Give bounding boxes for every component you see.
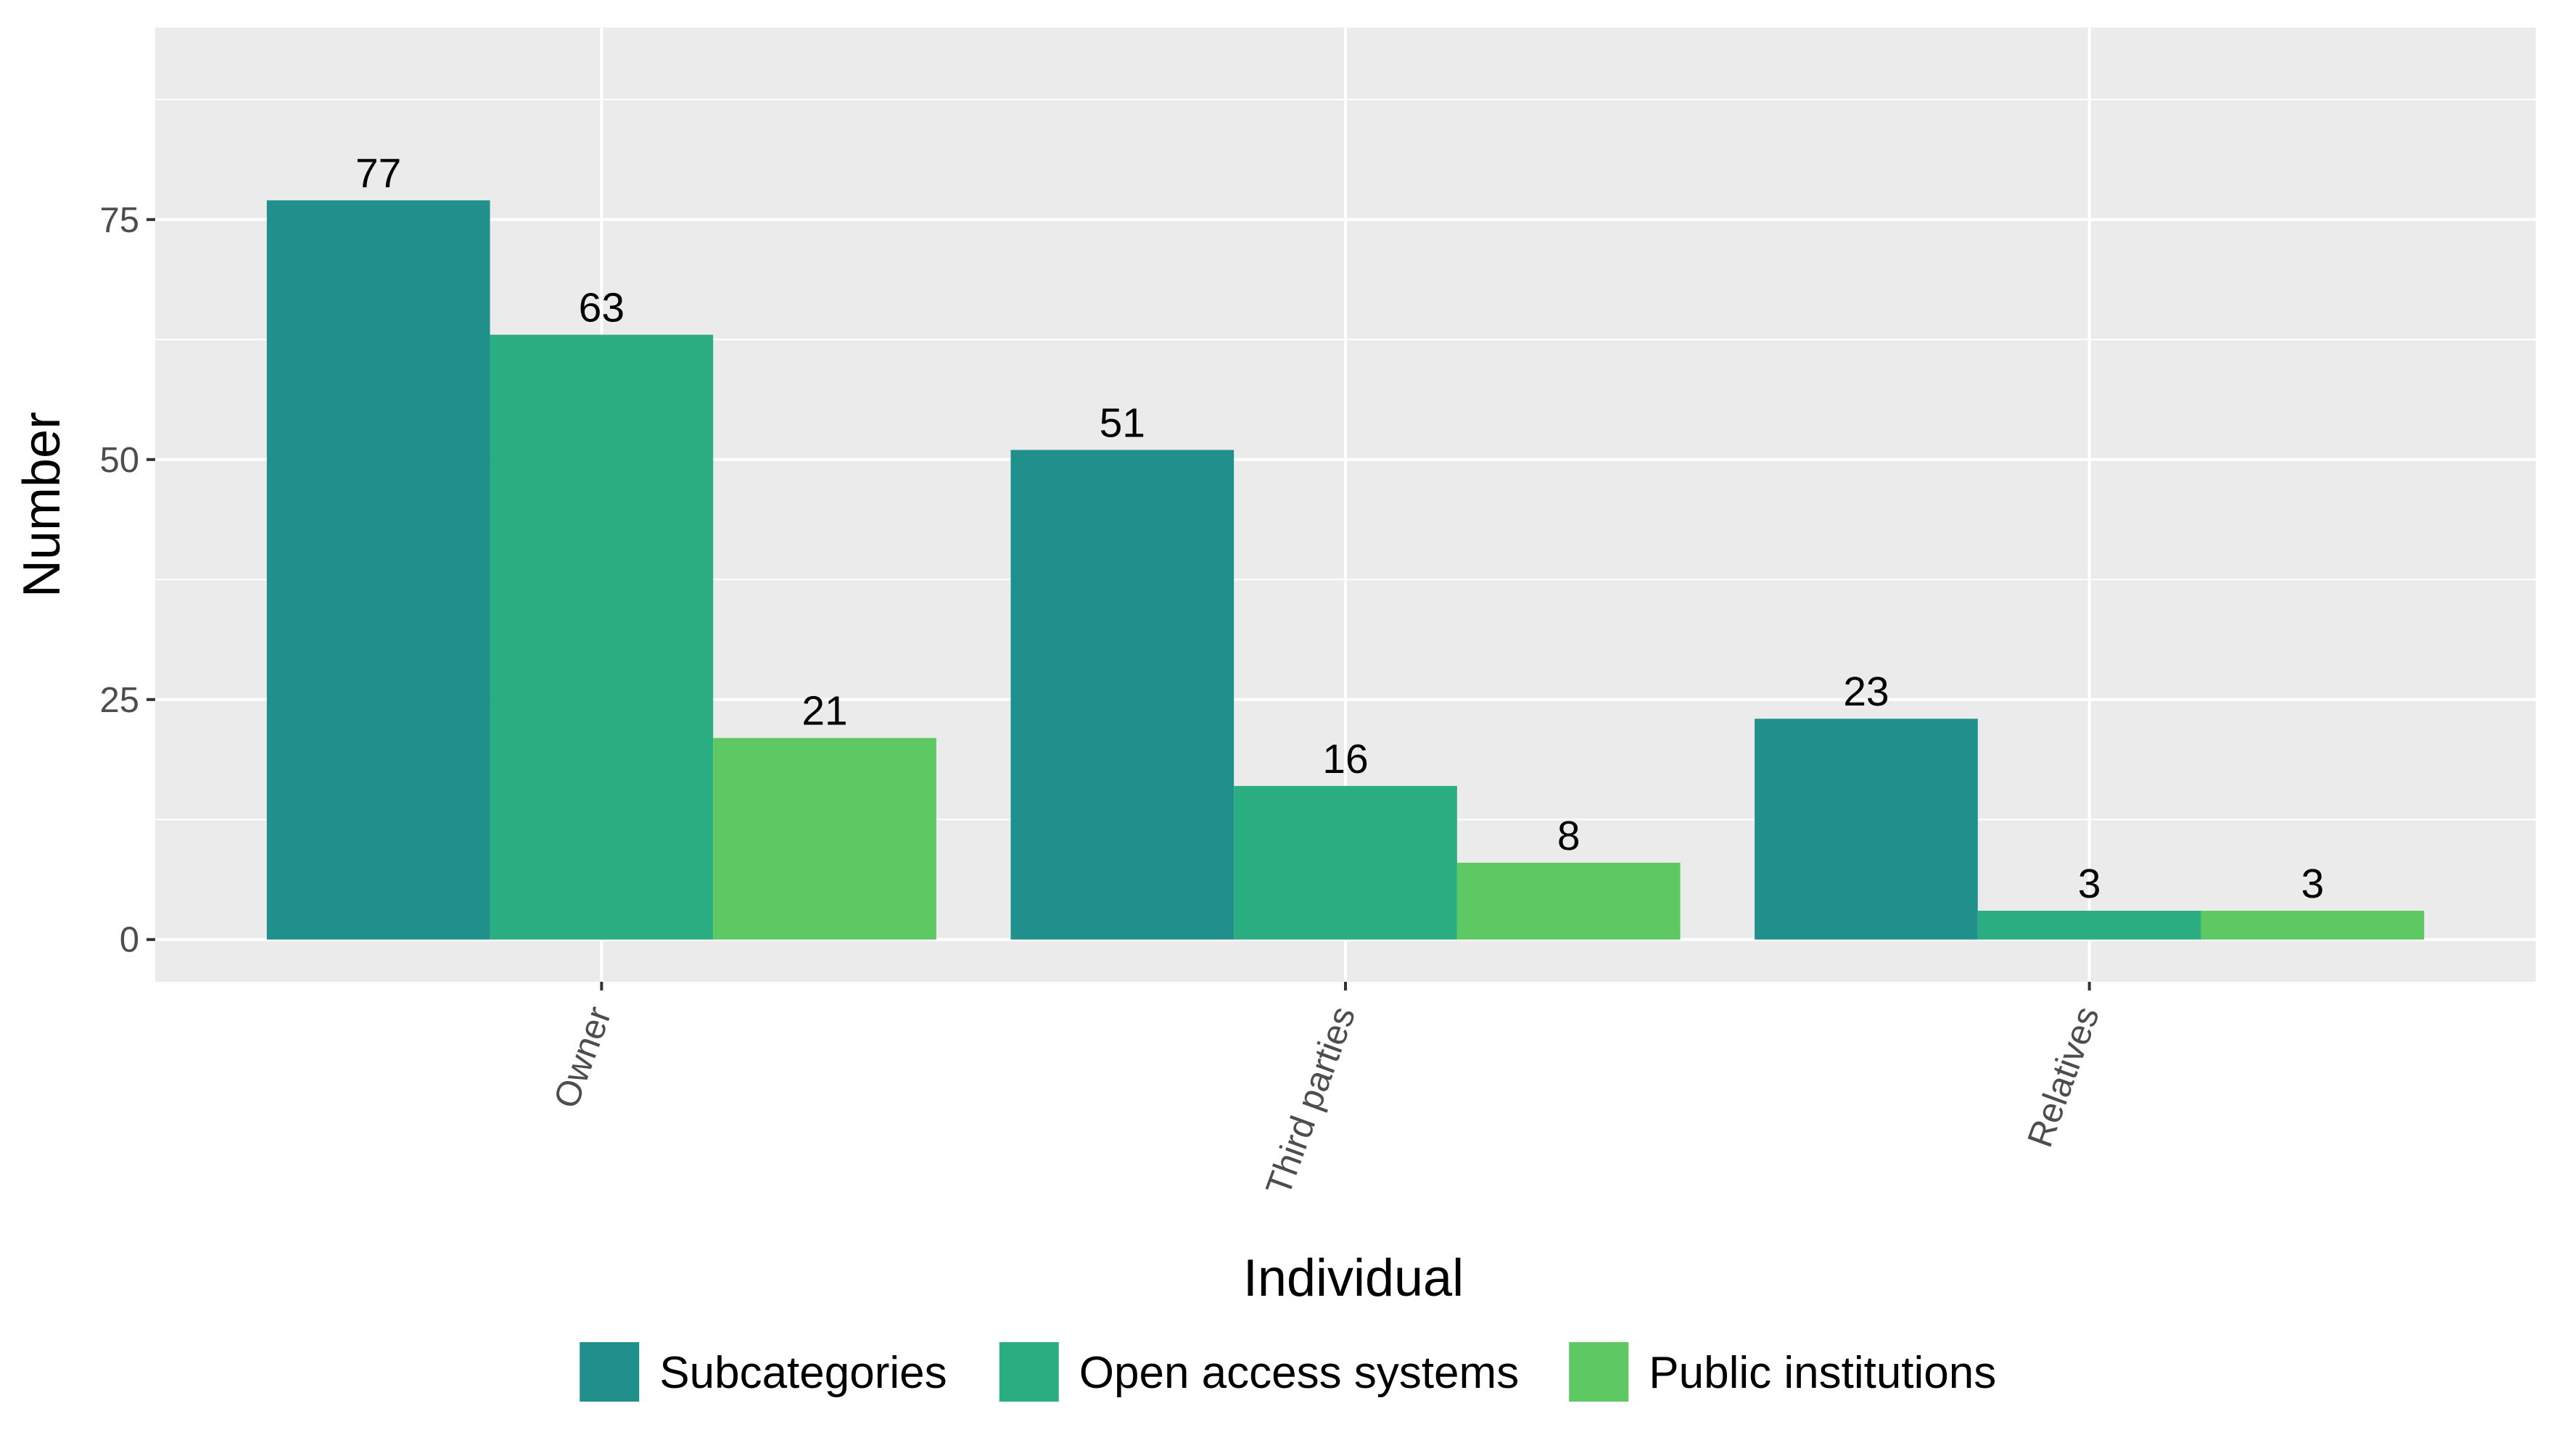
bar [2201, 911, 2425, 940]
y-tick-label: 50 [99, 441, 139, 480]
legend-label: Subcategories [659, 1348, 947, 1398]
y-tick-label: 0 [120, 921, 139, 960]
bar-value-label: 21 [801, 688, 847, 735]
y-axis: 0 25 50 75 [99, 201, 155, 960]
legend-key [580, 1342, 640, 1402]
x-tick-label: Relatives [2020, 1001, 2107, 1152]
bar [266, 200, 490, 940]
bar [713, 737, 936, 940]
bar-value-label: 8 [1557, 813, 1580, 859]
bar-value-label: 16 [1322, 736, 1368, 782]
bar [1977, 911, 2201, 940]
bar [490, 334, 714, 940]
x-axis: Owner Third parties Relatives [547, 982, 2107, 1201]
bar-value-label: 3 [2078, 861, 2101, 907]
y-tick-label: 25 [99, 681, 139, 720]
x-axis-title: Individual [1243, 1249, 1464, 1307]
bar [1456, 862, 1681, 940]
bar-value-label: 63 [579, 285, 625, 331]
bar [1234, 785, 1457, 940]
bar-value-label: 3 [2301, 861, 2324, 907]
y-tick-label: 75 [99, 201, 139, 240]
legend-key [1569, 1342, 1629, 1402]
bar-value-label: 23 [1843, 669, 1889, 715]
bar-labels-group: 77 51 23 63 16 3 21 8 3 [355, 150, 2324, 907]
legend-label: Public institutions [1649, 1348, 1996, 1398]
legend-label: Open access systems [1079, 1348, 1519, 1398]
bar-value-label: 51 [1100, 400, 1145, 447]
legend: Subcategories Open access systems Public i… [580, 1342, 1996, 1402]
x-tick-label: Owner [547, 1001, 619, 1113]
bar-value-label: 77 [355, 150, 401, 197]
bar [1010, 450, 1235, 940]
bars-group [266, 200, 2425, 940]
bar [1755, 719, 1978, 940]
legend-key [999, 1342, 1059, 1402]
y-axis-title: Number [13, 412, 71, 597]
x-tick-label: Third parties [1258, 1001, 1363, 1200]
